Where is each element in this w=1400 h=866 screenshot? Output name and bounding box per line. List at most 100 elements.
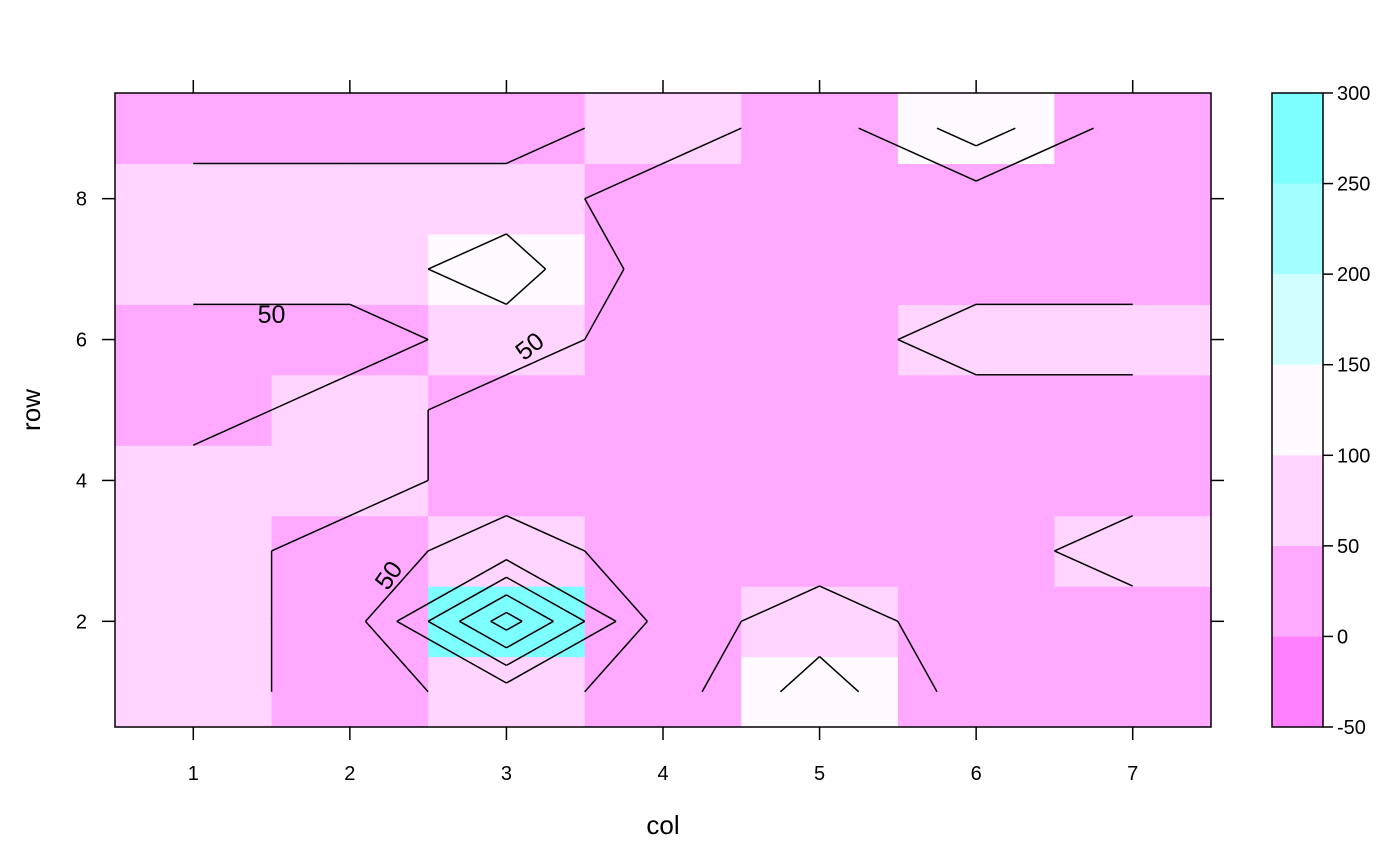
- contour-segment: [271, 514, 351, 552]
- heatmap-cell: [428, 93, 586, 165]
- contour-segment: [427, 576, 507, 622]
- heatmap-cell: [1054, 445, 1212, 517]
- heatmap-cell: [741, 93, 899, 165]
- heatmap-cell: [741, 586, 899, 658]
- colorkey-tick-label: 250: [1337, 174, 1370, 196]
- heatmap-cell: [115, 374, 273, 446]
- heatmap-cell: [428, 515, 586, 587]
- contour-segment: [506, 338, 586, 376]
- contour-segment: [192, 409, 272, 446]
- contour-segment: [506, 127, 586, 165]
- contour-segment: [584, 268, 625, 340]
- contour-segment: [897, 620, 938, 693]
- heatmap-cell: [897, 163, 1056, 235]
- heatmap-cell: [584, 515, 742, 587]
- contour-segment: [740, 585, 820, 623]
- heatmap-cell: [584, 586, 742, 658]
- contour-segment: [506, 514, 586, 552]
- colorkey-tick-label: 50: [1337, 536, 1359, 558]
- contour-segment: [427, 620, 507, 667]
- colorkey-swatch: [1272, 274, 1323, 365]
- x-tick-label: 6: [971, 763, 982, 785]
- heatmap-cell: [741, 304, 899, 376]
- contour-segment: [396, 559, 507, 622]
- x-tick-label: 4: [657, 763, 668, 785]
- heatmap-cells: [115, 93, 1212, 728]
- contour-segment: [584, 162, 664, 200]
- colorkey-tick-label: -50: [1337, 717, 1366, 739]
- colorkey-swatch: [1272, 545, 1323, 637]
- contour-lines: [192, 127, 1134, 693]
- heatmap-cell: [897, 515, 1056, 587]
- contour-segment: [459, 594, 507, 622]
- contour-segment: [364, 620, 429, 693]
- heatmap-cell: [741, 374, 899, 446]
- x-tick-label: 5: [814, 763, 825, 785]
- heatmap-cell: [741, 656, 899, 728]
- contour-segment: [427, 374, 507, 411]
- heatmap-cell: [428, 656, 586, 728]
- contour-segment: [349, 303, 429, 341]
- contour-segment: [505, 268, 547, 305]
- heatmap-cell: [584, 233, 742, 305]
- heatmap-cell: [271, 163, 429, 235]
- contour-segment: [975, 127, 1016, 147]
- colorkey-tick-label: 150: [1337, 355, 1370, 377]
- heatmap-cell: [1054, 586, 1212, 658]
- colorkey: 300 250 200 150 100 50 0 -50: [1271, 83, 1370, 739]
- contour-segment: [364, 550, 429, 622]
- heatmap-cell: [1054, 304, 1212, 376]
- colorkey-swatch: [1272, 93, 1323, 184]
- contour-segment: [505, 233, 547, 270]
- y-tick-label: 4: [76, 470, 87, 492]
- heatmap-cell: [428, 374, 586, 446]
- colorkey-swatch: [1272, 636, 1323, 727]
- colorkey-tick-label: 200: [1337, 264, 1370, 286]
- heatmap-cell: [897, 445, 1056, 517]
- contour-segment: [1054, 514, 1134, 552]
- heatmap-cell: [271, 304, 429, 376]
- y-tick-label: 8: [76, 189, 87, 211]
- heatmap-cell: [1054, 233, 1212, 305]
- contour-segment: [459, 620, 507, 649]
- heatmap-cell: [115, 515, 273, 587]
- y-tick-label: 6: [76, 330, 87, 352]
- heatmap-cell: [271, 445, 429, 517]
- heatmap-cell: [428, 304, 586, 376]
- contour-segment: [349, 479, 429, 517]
- contour-segment: [427, 233, 507, 270]
- colorkey-frame: [1271, 92, 1324, 728]
- heatmap-cell: [1054, 93, 1212, 165]
- contour-segment: [819, 585, 899, 623]
- colorkey-swatch: [1272, 183, 1323, 275]
- heatmap-cell: [1054, 374, 1212, 446]
- heatmap-cell: [115, 656, 273, 728]
- contour-segment: [271, 374, 351, 411]
- contour-segment: [427, 514, 507, 552]
- contour-segment: [584, 550, 648, 622]
- contour-label: 50: [258, 301, 286, 329]
- heatmap-cell: [584, 304, 742, 376]
- heatmap-cell: [271, 233, 429, 305]
- contour-segment: [819, 655, 860, 693]
- heatmap-cell: [897, 304, 1056, 376]
- heatmap-cell: [428, 163, 586, 235]
- heatmap-cell: [584, 656, 742, 728]
- heatmap-cell: [897, 374, 1056, 446]
- contour-segment: [897, 303, 977, 341]
- x-tick-label: 1: [188, 763, 199, 785]
- colorkey-tick-label: 100: [1337, 445, 1370, 467]
- heatmap-cell: [741, 233, 899, 305]
- heatmap-cell: [271, 656, 429, 728]
- contour-segment: [897, 338, 977, 376]
- x-tick-label: 7: [1127, 763, 1138, 785]
- contour-segment: [490, 611, 507, 622]
- contour-segment: [506, 559, 617, 622]
- contour-segment: [584, 198, 625, 270]
- heatmap-cell: [897, 93, 1056, 165]
- contour-segment: [506, 594, 554, 622]
- heatmap-cell: [428, 445, 586, 517]
- heatmap-cell: [115, 445, 273, 517]
- colorkey-tick-label: 300: [1337, 83, 1370, 105]
